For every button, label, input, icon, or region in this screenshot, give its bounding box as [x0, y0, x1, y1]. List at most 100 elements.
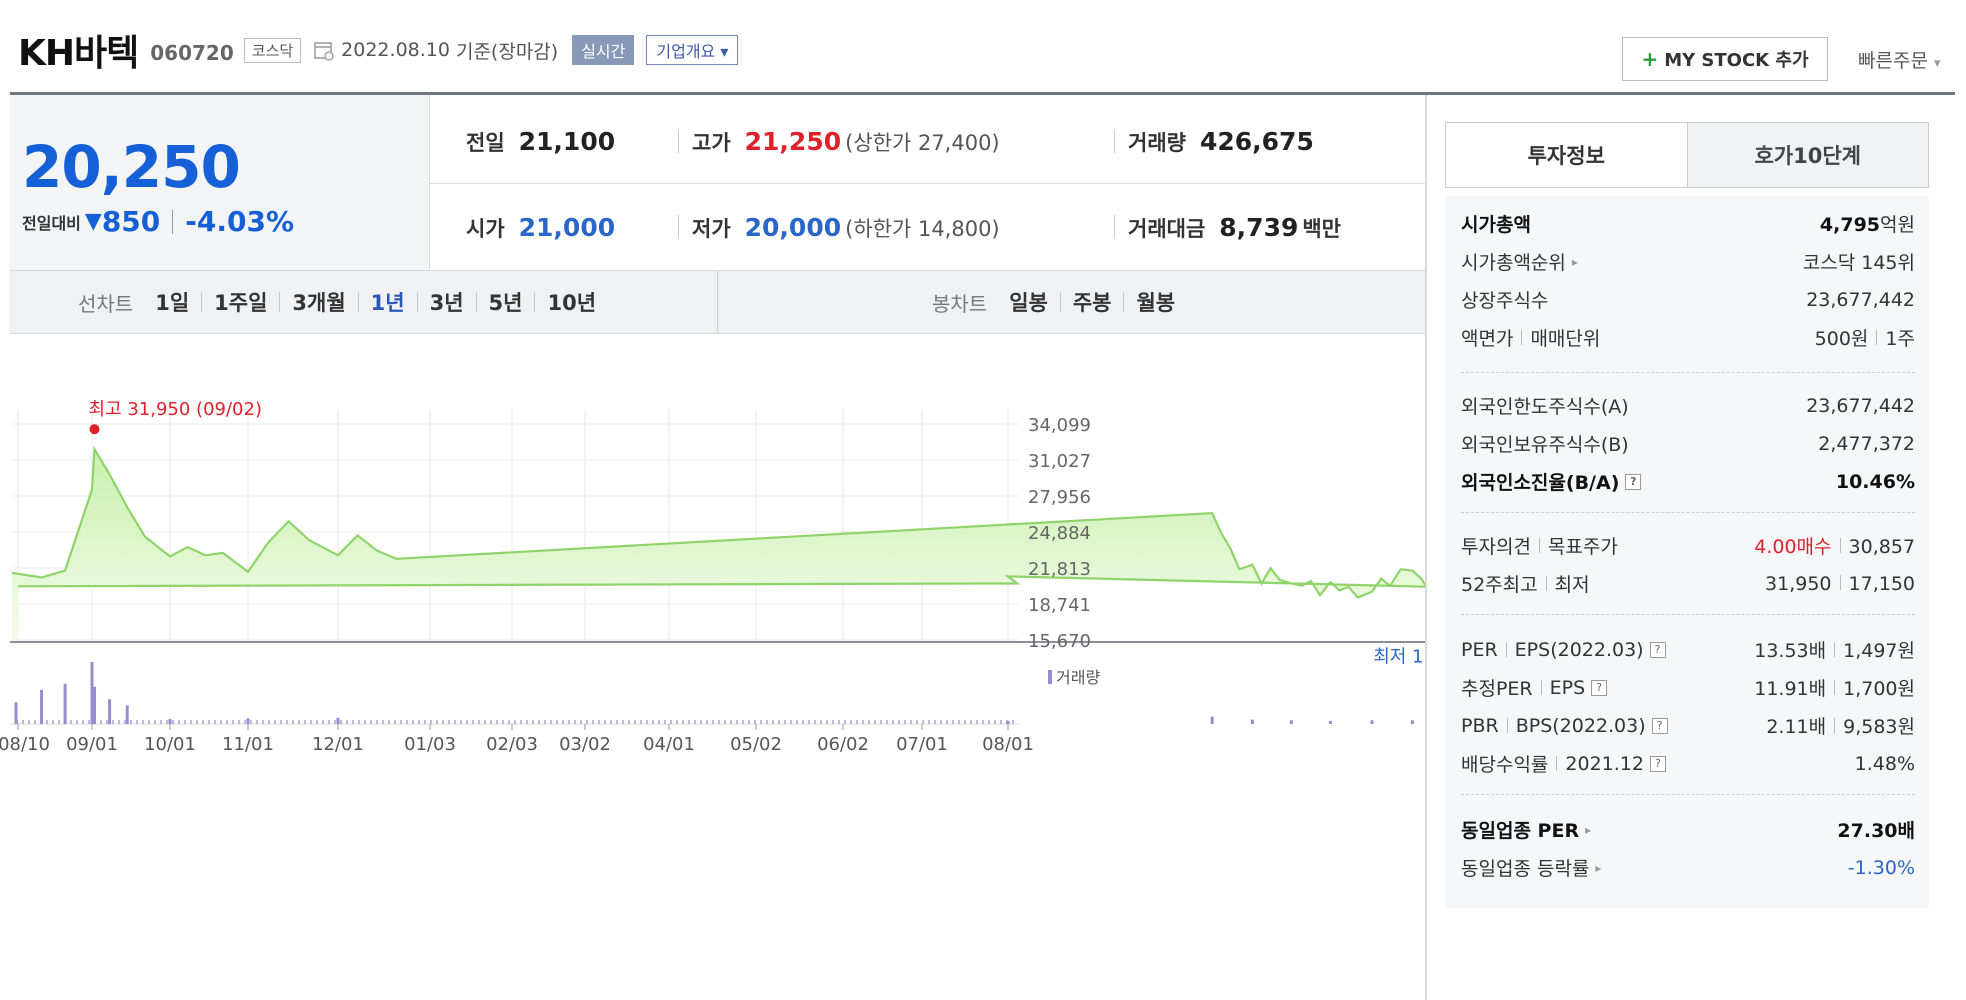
- volume-bar: [928, 720, 930, 724]
- volume-bar: [592, 720, 594, 724]
- stat-low: 저가 20,000 (하한가 14,800): [692, 213, 1000, 243]
- help-icon[interactable]: ?: [1649, 755, 1666, 772]
- par-value: 500원: [1814, 328, 1869, 350]
- help-icon[interactable]: ?: [1625, 473, 1642, 490]
- chart-period-tabs: 선차트 1일 1주일 3개월 1년 3년 5년 10년 봉차트 일봉 주봉 월봉: [10, 270, 1425, 334]
- foreign-ratio-label: 외국인소진율(B/A): [1461, 472, 1620, 494]
- x-tick-label: 07/01: [896, 734, 948, 755]
- company-overview-dropdown[interactable]: 기업개요 ▾: [646, 35, 739, 65]
- stat-volume-value: 426,675: [1199, 127, 1314, 156]
- volume-bar: [724, 720, 726, 724]
- volume-bar: [538, 720, 540, 724]
- price-stats: 전일 21,100 고가 21,250 (상한가 27,400) 거래량 426…: [430, 95, 1425, 270]
- separator: [416, 292, 418, 312]
- volume-bar: [958, 720, 960, 724]
- candle-period-tab[interactable]: 일봉: [1009, 291, 1048, 315]
- per-label: PER: [1461, 638, 1498, 661]
- volume-bar: [454, 720, 456, 724]
- volume-bar: [125, 705, 129, 724]
- my-stock-add-button[interactable]: + MY STOCK 추가: [1622, 37, 1828, 81]
- volume-bar: [232, 720, 234, 724]
- foreign-limit-value: 23,677,442: [1806, 394, 1915, 417]
- volume-bar: [670, 720, 672, 724]
- y-tick-label: 27,956: [1028, 487, 1091, 508]
- volume-bar: [220, 720, 222, 724]
- tab-order-book[interactable]: 호가10단계: [1686, 123, 1928, 187]
- line-period-tab[interactable]: 1일: [155, 291, 190, 315]
- candle-period-tab[interactable]: 주봉: [1072, 291, 1112, 315]
- stat-trade-value: 거래대금 8,739 백만: [1128, 213, 1341, 243]
- volume-bar: [166, 720, 168, 724]
- x-tick-label: 08/01: [982, 734, 1034, 755]
- invest-info-panel: 시가총액 4,795억원 시가총액순위 ▸ 코스닥 145위 상장주식수 23,6…: [1445, 196, 1929, 908]
- tab-invest-info[interactable]: 투자정보: [1446, 123, 1687, 187]
- volume-bar: [298, 720, 300, 724]
- y-tick-label: 31,027: [1028, 451, 1091, 472]
- volume-bar: [108, 699, 112, 724]
- line-period-tab[interactable]: 1주일: [214, 291, 268, 315]
- volume-bar: [916, 720, 918, 724]
- volume-bar: [556, 720, 558, 724]
- volume-bar: [730, 720, 732, 724]
- par-label: 액면가: [1461, 328, 1514, 350]
- volume-bar: [892, 720, 894, 724]
- volume-bar: [34, 720, 36, 724]
- change-amount: 850: [101, 205, 161, 238]
- volume-bar: [628, 720, 630, 724]
- base-basis: 기준(장마감): [455, 40, 559, 63]
- volume-bar: [184, 720, 186, 724]
- row-market-cap: 시가총액 4,795억원: [1461, 210, 1915, 237]
- volume-bar: [388, 720, 390, 724]
- quick-order-button[interactable]: 빠른주문 ▾: [1858, 50, 1941, 72]
- candle-period-tab[interactable]: 월봉: [1136, 291, 1176, 315]
- candle-chart-tabs: 봉차트 일봉 주봉 월봉: [932, 271, 1175, 333]
- rank-value: 코스닥 145위: [1802, 252, 1915, 274]
- volume-bar: [718, 720, 720, 724]
- line-period-tab[interactable]: 3개월: [292, 291, 346, 315]
- stat-open: 시가 21,000: [466, 213, 615, 243]
- line-period-tab[interactable]: 10년: [547, 291, 597, 315]
- volume-bar: [868, 720, 870, 724]
- volume-bar: [844, 720, 846, 724]
- stat-prev-label: 전일: [466, 131, 505, 155]
- volume-bar: [640, 720, 642, 724]
- volume-bar: [862, 720, 864, 724]
- volume-bar: [364, 720, 366, 724]
- help-icon[interactable]: ?: [1649, 641, 1666, 658]
- dividend-value: 1.48%: [1854, 752, 1915, 775]
- row-per: PER EPS(2022.03)? 13.53배 1,497원: [1461, 636, 1915, 663]
- volume-bar: [736, 720, 738, 724]
- bps-value: 9,583원: [1843, 716, 1915, 738]
- volume-bar: [568, 720, 570, 724]
- volume-bar: [1289, 720, 1293, 724]
- bps-label: BPS(2022.03): [1515, 714, 1646, 737]
- line-period-tab[interactable]: 1년: [370, 291, 405, 315]
- stat-high: 고가 21,250 (상한가 27,400): [692, 127, 1000, 157]
- volume-bar: [610, 720, 612, 724]
- volume-bar: [286, 720, 288, 724]
- realtime-button[interactable]: 실시간: [572, 35, 635, 65]
- line-period-tab[interactable]: 5년: [488, 291, 523, 315]
- volume-bar: [400, 720, 402, 724]
- volume-bar: [466, 720, 468, 724]
- help-icon[interactable]: ?: [1591, 679, 1608, 696]
- volume-bar: [1012, 720, 1014, 724]
- stock-name: KH바텍: [18, 33, 139, 74]
- stat-open-label: 시가: [466, 217, 505, 241]
- help-icon[interactable]: ?: [1651, 717, 1668, 734]
- line-period-tab[interactable]: 3년: [429, 291, 464, 315]
- target-label: 목표주가: [1547, 536, 1618, 558]
- volume-bar: [820, 720, 822, 724]
- plus-icon: +: [1641, 47, 1659, 71]
- w52-low-value: 17,150: [1848, 572, 1915, 595]
- volume-bar: [424, 720, 426, 724]
- volume-bar: [1410, 720, 1414, 724]
- volume-bar: [14, 702, 18, 724]
- volume-bar: [682, 720, 684, 724]
- volume-bar: [52, 720, 54, 724]
- pbr-label: PBR: [1461, 714, 1499, 737]
- base-date: 2022.08.10: [341, 39, 450, 61]
- volume-bar: [412, 720, 414, 724]
- volume-bar: [442, 720, 444, 724]
- stat-prev: 전일 21,100: [466, 127, 615, 157]
